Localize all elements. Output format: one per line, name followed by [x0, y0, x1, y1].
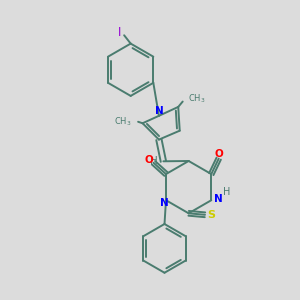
Text: N: N — [214, 194, 223, 204]
Text: H: H — [150, 156, 158, 166]
Text: N: N — [154, 106, 163, 116]
Text: O: O — [214, 148, 223, 159]
Text: CH$_3$: CH$_3$ — [114, 116, 131, 128]
Text: N: N — [160, 198, 169, 208]
Text: O: O — [144, 155, 153, 165]
Text: CH$_3$: CH$_3$ — [188, 92, 205, 105]
Text: I: I — [118, 26, 121, 39]
Text: H: H — [223, 187, 230, 197]
Text: S: S — [208, 210, 215, 220]
